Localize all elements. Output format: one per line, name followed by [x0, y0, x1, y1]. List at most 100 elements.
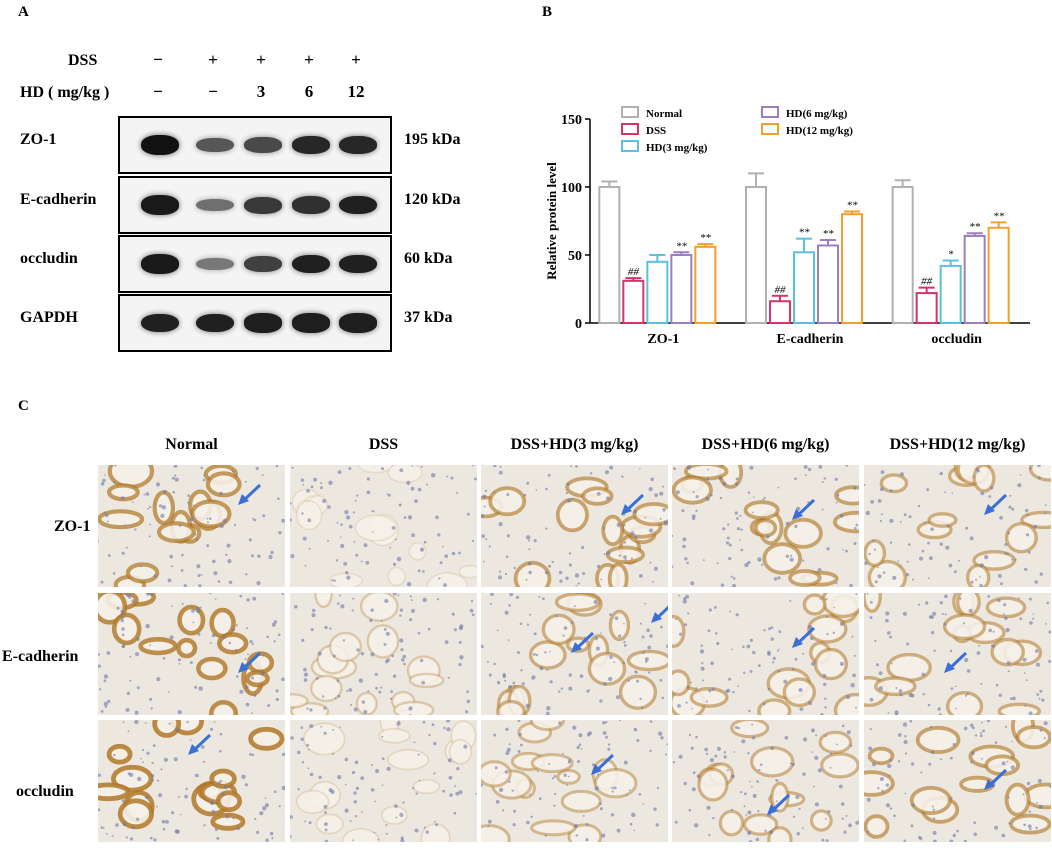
- dss-label: DSS: [68, 52, 98, 69]
- arrow-icon: [621, 493, 645, 515]
- y-tick-label: 0: [575, 317, 582, 332]
- blot-strip-3: [118, 294, 392, 352]
- blot-strip-2: [118, 235, 392, 293]
- panel-letter-c: C: [18, 398, 29, 414]
- significance-mark: **: [799, 227, 811, 239]
- bar: [987, 226, 1010, 324]
- legend-label: Normal: [646, 108, 682, 120]
- legend-label: HD(3 mg/kg): [646, 142, 708, 154]
- bar: [841, 213, 863, 324]
- ihc-row-label: E-cadherin: [2, 648, 79, 665]
- hd-dose-lane-2: −: [208, 82, 218, 101]
- blot-band: [196, 257, 234, 271]
- dss-sign-lane-1: −: [153, 50, 163, 69]
- blot-strip-1: [118, 176, 392, 234]
- ihc-col-header: DSS+HD(3 mg/kg): [510, 436, 639, 453]
- significance-mark: ##: [775, 284, 787, 296]
- legend-label: HD(12 mg/kg): [786, 125, 853, 137]
- bar: [769, 300, 791, 325]
- dss-sign-lane-3: +: [256, 50, 266, 69]
- bar: [915, 292, 938, 325]
- legend-swatch: [621, 140, 639, 152]
- ihc-image: [290, 465, 477, 587]
- significance-mark: **: [993, 210, 1005, 222]
- significance-mark: *: [948, 248, 954, 260]
- arrow-icon: [944, 651, 968, 673]
- ihc-col-header: DSS+HD(12 mg/kg): [889, 436, 1026, 453]
- hd-dose-lane-4: 6: [304, 82, 314, 101]
- y-tick-label: 50: [568, 249, 582, 264]
- ihc-image: [481, 720, 668, 842]
- legend-label: HD(6 mg/kg): [786, 108, 848, 120]
- legend-label: DSS: [646, 125, 666, 137]
- bar: [622, 279, 645, 324]
- dss-sign-lane-4: +: [304, 50, 314, 69]
- blot-strip-0: [118, 116, 392, 174]
- blot-label-2: occludin: [20, 250, 78, 267]
- blot-band: [244, 313, 282, 333]
- ihc-col-header: DSS+HD(6 mg/kg): [701, 436, 830, 453]
- bar: [694, 245, 717, 324]
- hd-dose-lane-1: −: [153, 82, 163, 101]
- legend-swatch: [761, 106, 779, 118]
- significance-mark: ##: [921, 276, 933, 288]
- blot-band: [244, 255, 282, 273]
- hd-dose-lane-5: 12: [347, 82, 365, 101]
- ihc-image: [98, 465, 285, 587]
- ihc-image: [481, 593, 668, 715]
- ihc-image: [672, 593, 859, 715]
- panel-letter-b: B: [542, 4, 553, 20]
- hd-label: HD ( mg/kg ): [20, 84, 110, 101]
- bar-chart: 0 50 100 150 Relative protein level ## ** ** ZO-…: [544, 106, 1030, 347]
- blot-band: [292, 313, 330, 333]
- ihc-row-label: ZO-1: [54, 518, 91, 535]
- y-tick-label: 100: [561, 181, 582, 196]
- arrow-icon: [571, 631, 595, 653]
- arrow-icon: [767, 793, 791, 815]
- blot-band: [141, 313, 179, 333]
- dss-sign-lane-5: +: [351, 50, 361, 69]
- x-tick-label: E-cadherin: [777, 332, 844, 347]
- bar: [963, 234, 986, 325]
- ihc-image: [290, 593, 477, 715]
- blot-band: [141, 135, 179, 155]
- ihc-image: [672, 465, 859, 587]
- y-tick-label: 150: [561, 113, 582, 128]
- blot-band: [339, 135, 377, 155]
- dss-sign-lane-2: +: [208, 50, 218, 69]
- bar: [793, 251, 815, 324]
- ihc-col-header: Normal: [165, 436, 218, 453]
- bar: [891, 186, 914, 324]
- bar: [817, 244, 839, 324]
- blot-band: [292, 135, 330, 155]
- blot-label-3: GAPDH: [20, 309, 78, 326]
- arrow-icon: [984, 768, 1008, 790]
- arrow-icon: [238, 651, 262, 673]
- significance-mark: **: [969, 221, 981, 233]
- ihc-row-label: occludin: [16, 783, 74, 800]
- bar: [598, 186, 621, 324]
- bar: [646, 260, 669, 325]
- y-axis-label: Relative protein level: [544, 162, 559, 280]
- ihc-image: [481, 465, 668, 587]
- blot-band: [339, 313, 377, 333]
- arrow-icon: [651, 605, 668, 623]
- ihc-col-header: DSS: [368, 436, 399, 453]
- arrow-icon: [238, 483, 262, 505]
- bar: [745, 186, 767, 324]
- legend-swatch: [761, 123, 779, 135]
- blot-kda-0: 195 kDa: [404, 131, 461, 148]
- arrow-icon: [188, 733, 212, 755]
- blot-band: [141, 195, 179, 215]
- ihc-image: [864, 720, 1051, 842]
- ihc-image: [98, 593, 285, 715]
- significance-mark: **: [700, 232, 712, 244]
- blot-kda-3: 37 kDa: [404, 309, 453, 326]
- ihc-image: [864, 593, 1051, 715]
- blot-label-0: ZO-1: [20, 131, 57, 148]
- blot-band: [196, 198, 234, 212]
- significance-mark: **: [823, 228, 835, 240]
- x-tick-label: ZO-1: [647, 332, 679, 347]
- blot-band: [292, 196, 330, 214]
- blot-band: [339, 195, 377, 215]
